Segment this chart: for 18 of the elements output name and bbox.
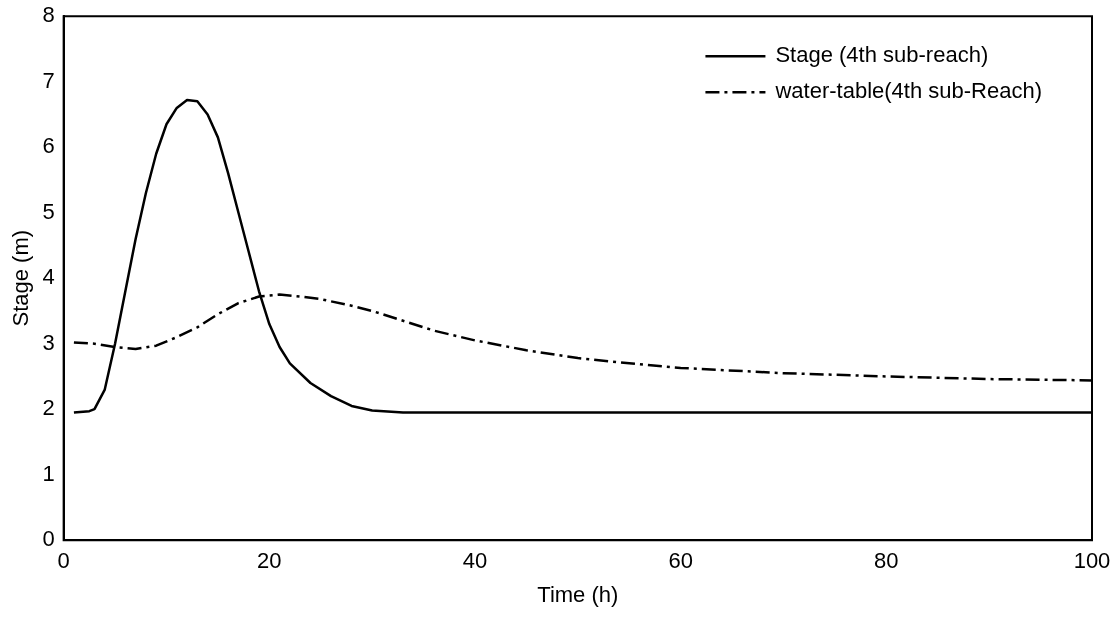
y-tick-label: 3: [42, 329, 55, 355]
x-tick-label: 80: [874, 548, 899, 574]
y-tick-label: 4: [42, 264, 55, 290]
x-axis-title: Time (h): [537, 581, 619, 607]
y-axis-title: Stage (m): [8, 229, 34, 327]
y-tick-label: 5: [42, 198, 55, 224]
x-tick-label: 60: [668, 548, 693, 574]
y-tick-label: 0: [42, 526, 55, 552]
y-tick-label: 2: [42, 395, 55, 421]
y-tick-label: 1: [42, 460, 55, 486]
legend-label: water-table(4th sub-Reach): [774, 78, 1043, 104]
y-tick-label: 8: [42, 2, 55, 28]
y-tick-label: 7: [42, 67, 55, 93]
y-tick-label: 6: [42, 133, 55, 159]
x-tick-label: 40: [462, 548, 488, 574]
legend-label: Stage (4th sub-reach): [775, 42, 989, 68]
x-tick-label: 100: [1073, 548, 1111, 574]
x-tick-label: 20: [257, 548, 282, 574]
